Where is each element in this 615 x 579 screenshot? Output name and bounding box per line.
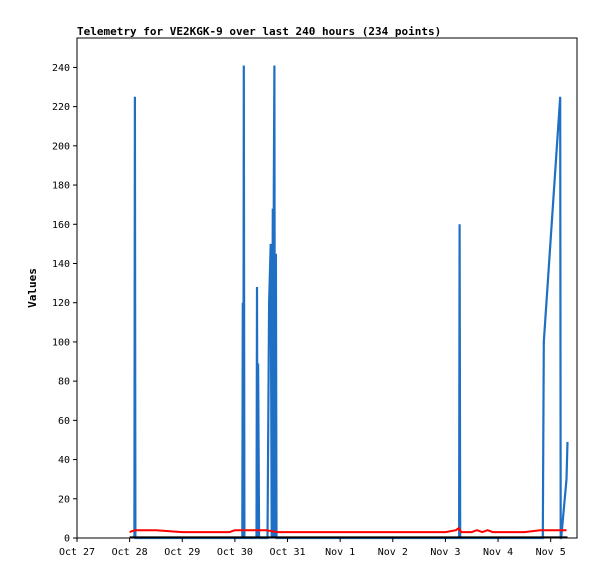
- y-tick-label: 120: [52, 298, 70, 309]
- series-line-1: [133, 65, 569, 540]
- series-layer: [129, 65, 569, 540]
- x-tick-label: Nov 4: [483, 547, 513, 558]
- y-tick-label: 240: [52, 63, 70, 74]
- x-tick-label: Oct 30: [217, 547, 253, 558]
- x-tick-label: Oct 29: [164, 547, 200, 558]
- x-tick-label: Nov 5: [536, 547, 566, 558]
- y-tick-label: 0: [64, 534, 70, 545]
- y-tick-label: 180: [52, 181, 70, 192]
- x-tick-label: Nov 2: [378, 547, 408, 558]
- y-axis-label: Values: [26, 268, 39, 308]
- x-tick-label: Oct 27: [59, 547, 95, 558]
- y-tick-label: 60: [58, 416, 70, 427]
- y-tick-label: 220: [52, 102, 70, 113]
- plot-area: [76, 37, 578, 539]
- x-tick-label: Oct 31: [269, 547, 305, 558]
- y-tick-label: 80: [58, 377, 70, 388]
- y-tick-label: 140: [52, 259, 70, 270]
- y-tick-label: 160: [52, 220, 70, 231]
- x-tick-label: Oct 28: [112, 547, 148, 558]
- x-tick-label: Nov 3: [430, 547, 460, 558]
- series-line-2: [129, 526, 567, 534]
- y-tick-label: 100: [52, 337, 70, 348]
- x-tick-label: Nov 1: [325, 547, 355, 558]
- y-axis: 0 20 40 60 80 100 120 140 160 180 200 220 240: [52, 63, 77, 545]
- y-tick-label: 20: [58, 494, 70, 505]
- y-tick-label: 200: [52, 141, 70, 152]
- x-axis: Oct 27 Oct 28 Oct 29 Oct 30 Oct 31 Nov 1 Nov 2…: [59, 538, 566, 558]
- y-tick-label: 40: [58, 455, 70, 466]
- chart-title: Telemetry for VE2KGK-9 over last 240 hou…: [77, 25, 441, 38]
